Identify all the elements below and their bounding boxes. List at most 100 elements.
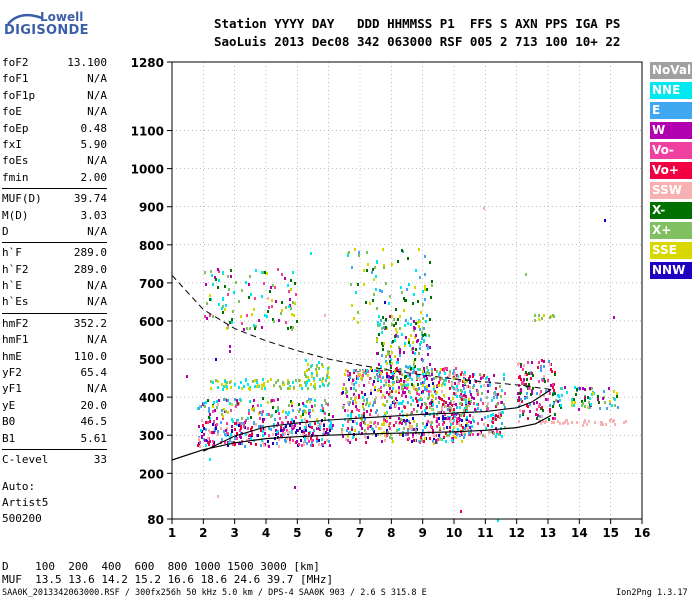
param-row: foF2 13.100 (2, 55, 107, 71)
echo-point (441, 398, 443, 401)
param-value: 289.0 (73, 262, 107, 276)
echo-point (283, 383, 285, 386)
echo-point (277, 409, 279, 412)
echo-point (493, 432, 495, 435)
echo-point (270, 286, 272, 289)
echo-point (417, 404, 419, 407)
echo-point (294, 486, 296, 489)
echo-point (377, 321, 379, 324)
echo-point (373, 380, 375, 383)
echo-point (203, 433, 205, 436)
echo-point (451, 385, 453, 388)
echo-point (259, 417, 261, 420)
echo-point (224, 308, 226, 311)
echo-point (324, 399, 326, 402)
echo-point (383, 431, 385, 434)
echo-point (342, 387, 344, 390)
echo-point (412, 347, 414, 350)
echo-point (273, 320, 275, 323)
echo-point (431, 280, 433, 283)
echo-point (394, 355, 396, 358)
x-tick-label: 13 (540, 526, 557, 540)
echo-point (388, 377, 390, 380)
echo-point (204, 271, 206, 274)
echo-point (365, 403, 367, 406)
echo-point (238, 424, 240, 427)
echo-point (616, 392, 618, 395)
echo-point (201, 419, 203, 422)
echo-point (566, 391, 568, 394)
echo-point (429, 437, 431, 440)
echo-point (262, 434, 264, 437)
echo-point (355, 401, 357, 404)
echo-point (479, 381, 481, 384)
echo-point (487, 384, 489, 387)
echo-point (327, 371, 329, 374)
echo-point (266, 272, 268, 275)
echo-point (231, 441, 233, 444)
echo-point (472, 375, 474, 378)
echo-point (323, 428, 325, 431)
echo-point (208, 443, 210, 446)
echo-point (531, 372, 533, 375)
echo-point (408, 338, 410, 341)
echo-point (370, 389, 372, 392)
echo-point (549, 404, 551, 407)
echo-point (306, 420, 308, 423)
echo-point (375, 275, 377, 278)
echo-point (381, 370, 383, 373)
echo-point (430, 390, 432, 393)
echo-point (428, 384, 430, 387)
echo-point (306, 400, 308, 403)
echo-point (365, 372, 367, 375)
echo-point (369, 413, 371, 416)
echo-point (363, 408, 365, 411)
echo-point (540, 369, 542, 372)
echo-point (288, 290, 290, 293)
echo-point (294, 282, 296, 285)
echo-point (428, 390, 430, 393)
echo-point (375, 425, 377, 428)
echo-point (419, 368, 421, 371)
echo-point (210, 387, 212, 390)
param-value: 5.61 (80, 431, 108, 445)
echo-point (499, 385, 501, 388)
echo-point (296, 429, 298, 432)
echo-point (251, 430, 253, 433)
echo-point (332, 415, 334, 418)
echo-point (587, 406, 589, 409)
echo-point (341, 428, 343, 431)
echo-point (424, 402, 426, 405)
echo-point (364, 422, 366, 425)
echo-point (398, 391, 400, 394)
echo-point (387, 350, 389, 353)
echo-point (241, 322, 243, 325)
echo-point (403, 309, 405, 312)
echo-point (312, 444, 314, 447)
echo-point (416, 377, 418, 380)
echo-point (403, 380, 405, 383)
echo-point (499, 416, 501, 419)
echo-point (358, 431, 360, 434)
echo-point (409, 365, 411, 368)
x-tick-label: 2 (199, 526, 207, 540)
echo-point (316, 364, 318, 367)
echo-point (453, 387, 455, 390)
echo-point (592, 392, 594, 395)
echo-point (364, 418, 366, 421)
echo-point (604, 219, 606, 222)
echo-point (290, 326, 292, 329)
param-value: 352.2 (73, 316, 107, 330)
param-value: 20.0 (80, 398, 108, 412)
echo-point (313, 429, 315, 432)
echo-point (589, 406, 591, 409)
echo-point (373, 293, 375, 296)
echo-point (413, 367, 415, 370)
echo-point (439, 432, 441, 435)
echo-point (576, 421, 578, 424)
echo-point (425, 320, 427, 323)
echo-point (360, 377, 362, 380)
x-tick-label: 15 (602, 526, 619, 540)
echo-point (272, 433, 274, 436)
echo-point (303, 404, 305, 407)
